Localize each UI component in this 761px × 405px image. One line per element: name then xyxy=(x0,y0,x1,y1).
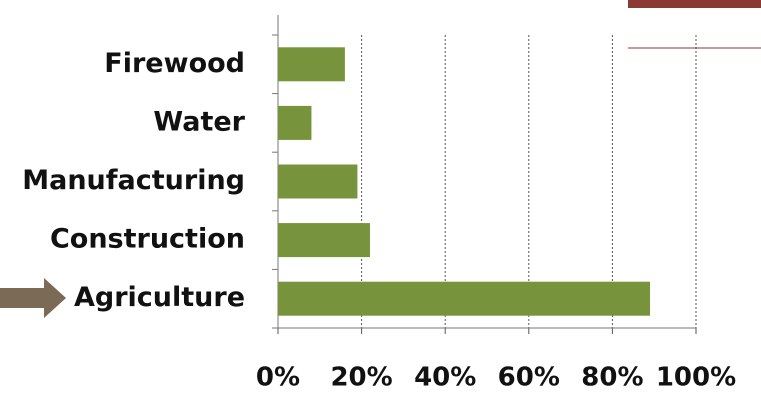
arrow-pointer xyxy=(0,278,66,318)
y-tick-label: Manufacturing xyxy=(22,165,245,196)
bar xyxy=(278,47,345,82)
y-tick-label: Firewood xyxy=(104,48,245,79)
header-decoration xyxy=(628,0,761,8)
y-tick-label: Water xyxy=(153,106,245,137)
x-tick-label: 0% xyxy=(256,363,300,393)
y-tick-label: Agriculture xyxy=(74,282,245,313)
x-tick-label: 80% xyxy=(581,363,643,393)
bar xyxy=(278,164,358,199)
x-tick-label: 100% xyxy=(656,363,736,393)
x-tick-label: 20% xyxy=(330,363,392,393)
x-tick-label: 40% xyxy=(414,363,476,393)
y-tick-label: Construction xyxy=(50,224,245,255)
x-tick-label: 60% xyxy=(498,363,560,393)
bar xyxy=(278,223,370,258)
bar xyxy=(278,281,651,316)
bar xyxy=(278,105,312,140)
